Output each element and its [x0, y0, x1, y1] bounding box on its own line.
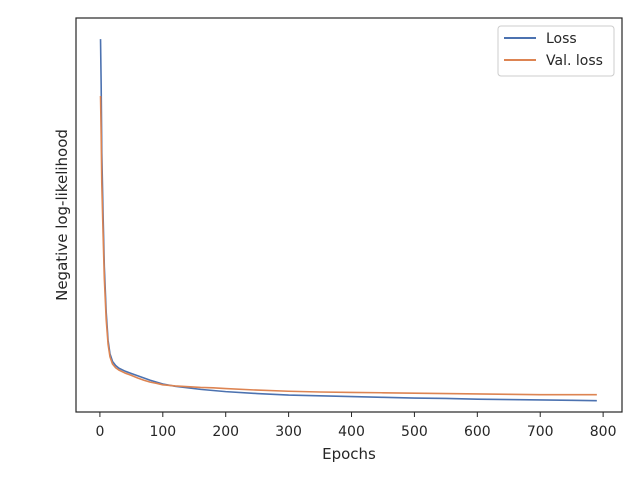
x-tick-label: 300	[275, 424, 302, 440]
x-tick-label: 500	[401, 424, 428, 440]
plot-background	[76, 18, 622, 412]
x-tick-label: 600	[464, 424, 491, 440]
x-axis-ticks: 0 100 200 300 400 500 600 700 800	[95, 412, 616, 440]
legend: Loss Val. loss	[497, 25, 615, 77]
x-tick-label: 0	[95, 424, 104, 440]
series-lines	[99, 39, 597, 402]
x-tick-label: 100	[149, 424, 176, 440]
x-tick-label: 700	[527, 424, 554, 440]
x-tick-label: 400	[338, 424, 365, 440]
series-line-val-loss	[99, 95, 597, 396]
legend-label: Loss	[546, 31, 577, 47]
x-tick-label: 800	[590, 424, 617, 440]
x-axis-label: Epochs	[322, 445, 376, 463]
legend-label: Val. loss	[546, 53, 603, 69]
x-tick-label: 200	[212, 424, 239, 440]
plot-frame	[75, 17, 623, 413]
y-axis-label: Negative log-likelihood	[53, 129, 71, 301]
